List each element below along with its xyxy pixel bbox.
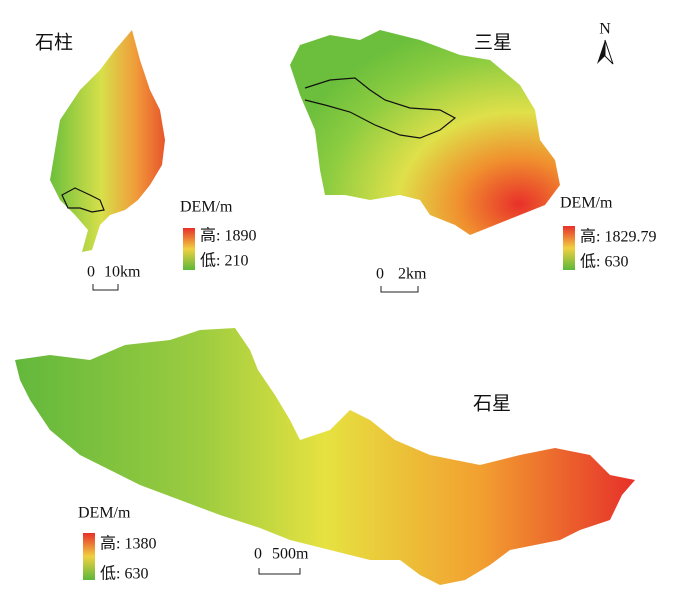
legend-high: 高: 1890 [200,227,256,245]
scale-end: 10km [104,264,141,281]
boundary [304,77,457,139]
legend-high: 高: 1829.79 [580,228,656,246]
legend-high: 高: 1380 [100,535,156,553]
legend-low: 低: 210 [200,252,248,270]
legend-title: DEM/m [180,199,233,216]
legend-title: DEM/m [78,505,131,522]
legend-bar [83,533,95,580]
legend-bar [183,228,195,270]
legend-title: DEM/m [560,195,613,212]
legend-low: 低: 630 [580,253,628,271]
region-sanxing [290,30,560,235]
panel-label: 石星 [473,393,511,414]
legend-bar [563,226,575,270]
region-shizhu [50,30,165,252]
north-label: N [599,21,611,38]
scale-bar [92,284,119,291]
panel-label: 石柱 [35,31,73,53]
scale-end: 2km [398,266,427,283]
scale-bar [380,286,419,293]
scale-start: 0 [254,546,262,563]
scale-bar [258,568,301,575]
scale-start: 0 [376,266,384,283]
boundary [61,187,105,213]
region-shixing [15,328,635,585]
north-arrow [604,39,614,65]
scale-end: 500m [272,546,309,563]
scale-start: 0 [87,264,95,281]
panel-label: 三星 [474,32,512,53]
legend-low: 低: 630 [100,565,148,583]
north-arrow [597,40,605,64]
